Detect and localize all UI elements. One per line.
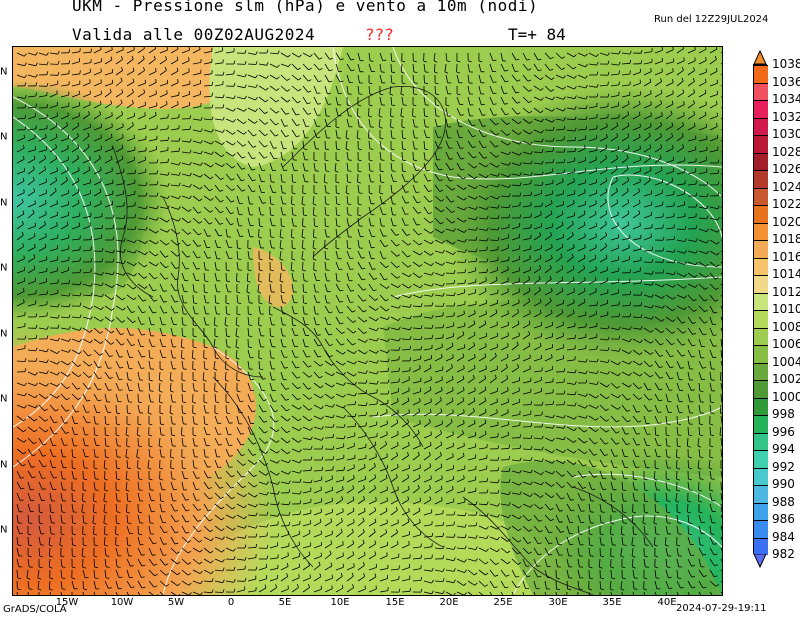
colorbar-tick-label: 1020 [772, 214, 800, 229]
lon-tick-label: 0 [227, 597, 235, 608]
colorbar-tick-label: 1006 [772, 337, 800, 351]
colorbar-tick-label: 996 [772, 424, 795, 439]
colorbar-tick-label: 1012 [772, 284, 800, 299]
unknown-marker: ??? [365, 25, 394, 44]
colorbar-segment [754, 327, 768, 345]
colorbar-segment [754, 205, 768, 223]
colorbar-tick-label: 1026 [772, 162, 800, 176]
colorbar-segment [754, 100, 768, 118]
colorbar-tick-label: 986 [772, 512, 795, 526]
colorbar-segment [754, 292, 768, 310]
lon-tick-label: 15E [385, 597, 405, 608]
colorbar-tick-label: 1024 [772, 179, 800, 194]
lon-tick-label: 35E [602, 597, 622, 608]
pressure-colorbar [753, 64, 768, 555]
lon-tick-label: 15W [55, 597, 79, 608]
lat-tick-label: N [0, 262, 8, 274]
colorbar-segment [754, 222, 768, 240]
colorbar-tick-label: 994 [772, 442, 795, 456]
colorbar-segment [754, 187, 768, 205]
colorbar-tick-label: 1004 [772, 354, 800, 369]
colorbar-segment [754, 135, 768, 153]
lon-tick-label: 10E [330, 597, 350, 608]
colorbar-segment [754, 432, 768, 450]
lat-tick-label: N [0, 328, 8, 340]
lat-tick-label: N [0, 524, 8, 536]
colorbar-tick-label: 1032 [772, 109, 800, 124]
lat-tick-label: N [0, 131, 8, 143]
colorbar-tick-label: 1028 [772, 144, 800, 159]
colorbar-segment [754, 415, 768, 433]
colorbar-segment [754, 502, 768, 520]
colorbar-segment [754, 257, 768, 275]
lat-tick-label: N [0, 197, 8, 209]
colorbar-segment [754, 537, 768, 555]
colorbar-tick-label: 982 [772, 547, 795, 561]
colorbar-segment [754, 345, 768, 363]
colorbar-tick-label: 1036 [772, 74, 800, 89]
pressure-wind-map [13, 47, 722, 595]
colorbar-tick-label: 1018 [772, 232, 800, 246]
lat-tick-label: N [0, 459, 8, 471]
colorbar-tick-label: 1034 [772, 92, 800, 106]
colorbar-segment [754, 117, 768, 135]
colorbar-tick-label: 1022 [772, 197, 800, 211]
colorbar-tick-label: 1000 [772, 389, 800, 404]
colorbar-segment [754, 397, 768, 415]
timestamp-label: 2024-07-29-19:11 [676, 603, 767, 614]
colorbar-segment [754, 450, 768, 468]
wind-barbs [16, 47, 722, 595]
colorbar-tick-label: 990 [772, 477, 795, 491]
colorbar-segment [754, 467, 768, 485]
colorbar-tick-label: 1002 [772, 372, 800, 386]
colorbar-segment [754, 520, 768, 538]
colorbar-segment [754, 380, 768, 398]
lat-tick-label: N [0, 66, 8, 78]
valid-time: Valida alle 00Z02AUG2024 [72, 25, 316, 44]
colorbar-tick-label: 1010 [772, 302, 800, 316]
colorbar-tick-label: 1008 [772, 319, 800, 334]
colorbar-tick-label: 988 [772, 494, 795, 509]
forecast-lead: T=+ 84 [508, 25, 566, 44]
colorbar-segment [754, 65, 768, 83]
colorbar-segment [754, 310, 768, 328]
colorbar-down-triangle [753, 554, 767, 568]
colorbar-tick-label: 1030 [772, 127, 800, 141]
map-title: UKM - Pressione slm (hPa) e vento a 10m … [72, 0, 539, 15]
lon-tick-label: 5W [167, 597, 185, 608]
colorbar-segment [754, 275, 768, 293]
colorbar-up-triangle [753, 50, 767, 64]
lon-tick-label: 40E [657, 597, 677, 608]
lon-tick-label: 5E [278, 597, 292, 608]
weather-map[interactable] [12, 46, 723, 596]
credit-label: GrADS/COLA [3, 604, 67, 615]
colorbar-segment [754, 485, 768, 503]
lon-tick-label: 10W [110, 597, 134, 608]
colorbar-tick-label: 992 [772, 459, 795, 474]
colorbar-segment [754, 362, 768, 380]
lat-tick-label: N [0, 393, 8, 405]
colorbar-segment [754, 170, 768, 188]
colorbar-tick-label: 1014 [772, 267, 800, 281]
lon-tick-label: 25E [493, 597, 513, 608]
colorbar-segment [754, 82, 768, 100]
colorbar-tick-label: 1038 [772, 57, 800, 71]
colorbar-tick-label: 1016 [772, 249, 800, 264]
colorbar-tick-label: 984 [772, 529, 795, 544]
run-time: Run del 12Z29JUL2024 [654, 14, 769, 25]
colorbar-tick-label: 998 [772, 407, 795, 421]
lon-tick-label: 20E [439, 597, 459, 608]
lon-tick-label: 30E [548, 597, 568, 608]
colorbar-segment [754, 240, 768, 258]
colorbar-segment [754, 152, 768, 170]
